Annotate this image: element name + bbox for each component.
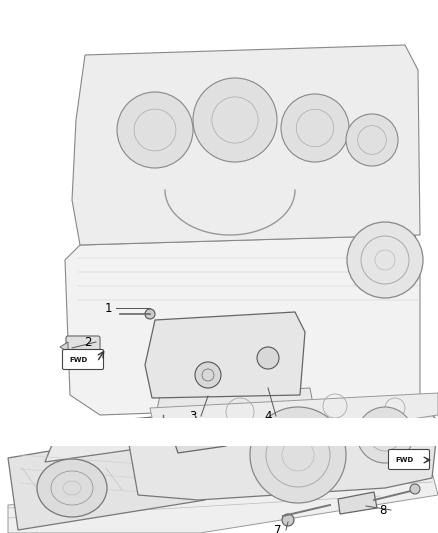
Text: FWD: FWD <box>70 357 88 363</box>
Circle shape <box>195 362 221 388</box>
Text: 7: 7 <box>274 523 282 533</box>
Circle shape <box>257 347 279 369</box>
FancyBboxPatch shape <box>66 336 100 358</box>
Polygon shape <box>45 410 235 462</box>
Circle shape <box>347 222 423 298</box>
Circle shape <box>158 428 168 438</box>
Text: 5: 5 <box>94 425 102 439</box>
Circle shape <box>281 94 349 162</box>
Text: 1: 1 <box>104 302 112 314</box>
Circle shape <box>282 514 294 526</box>
Circle shape <box>410 484 420 494</box>
Polygon shape <box>125 405 438 500</box>
Circle shape <box>193 78 277 162</box>
Ellipse shape <box>37 459 107 517</box>
Text: FWD: FWD <box>396 457 414 463</box>
Polygon shape <box>150 393 438 432</box>
Polygon shape <box>155 388 315 420</box>
Circle shape <box>145 309 155 319</box>
Polygon shape <box>65 235 420 415</box>
Polygon shape <box>8 428 205 530</box>
Text: 8: 8 <box>379 504 387 516</box>
Polygon shape <box>72 45 420 245</box>
Circle shape <box>357 407 413 463</box>
Bar <box>0 418 438 446</box>
Polygon shape <box>8 472 438 533</box>
Circle shape <box>346 114 398 166</box>
FancyBboxPatch shape <box>389 449 430 470</box>
Circle shape <box>250 407 346 503</box>
Text: 2: 2 <box>84 335 92 349</box>
Text: 6: 6 <box>154 425 162 439</box>
Polygon shape <box>338 492 377 514</box>
Text: 4: 4 <box>264 409 272 423</box>
FancyBboxPatch shape <box>63 350 103 369</box>
Circle shape <box>117 92 193 168</box>
Polygon shape <box>145 312 305 398</box>
Text: 3: 3 <box>189 409 197 423</box>
Polygon shape <box>172 428 226 453</box>
Polygon shape <box>60 342 68 352</box>
